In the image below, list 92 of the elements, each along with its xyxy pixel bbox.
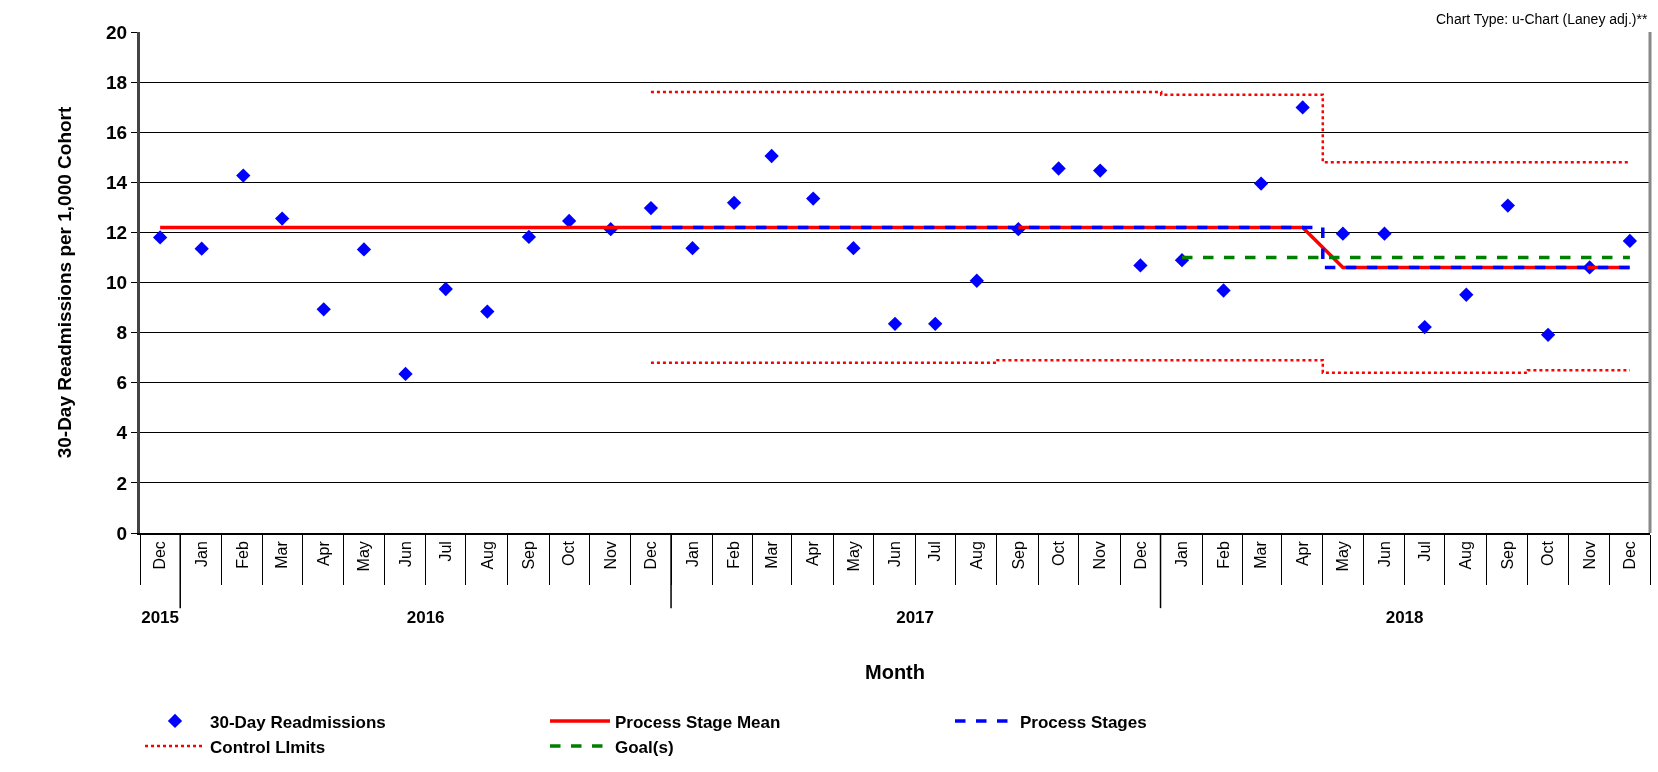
point bbox=[887, 316, 903, 331]
point bbox=[969, 273, 984, 288]
x-tick-label: Nov bbox=[1580, 541, 1598, 570]
x-tick-label: Jun bbox=[1375, 541, 1393, 567]
y-tick-label: 0 bbox=[116, 522, 128, 544]
x-tick-label: Dec bbox=[151, 541, 169, 570]
point bbox=[480, 304, 495, 319]
x-tick-label: Jul bbox=[926, 541, 944, 562]
point bbox=[1295, 100, 1310, 115]
x-tick-label: Apr bbox=[804, 540, 822, 567]
x-tick-label: May bbox=[355, 541, 373, 572]
y-tick-label: 10 bbox=[106, 272, 128, 294]
x-tick-label: May bbox=[844, 541, 862, 572]
x-tick-label: Nov bbox=[601, 541, 619, 570]
x-tick-label: Apr bbox=[1293, 540, 1311, 567]
x-tick-label: Dec bbox=[642, 541, 660, 570]
point bbox=[928, 316, 943, 331]
x-tick-label: Jan bbox=[192, 541, 210, 567]
point bbox=[1051, 161, 1066, 176]
x-tick-label: Jul bbox=[1415, 541, 1433, 562]
x-tick-label: Oct bbox=[560, 540, 578, 567]
x-tick-label: Jul bbox=[436, 541, 454, 562]
x-tick-label: Dec bbox=[1621, 541, 1639, 570]
x-tick-label: Aug bbox=[1457, 541, 1475, 570]
x-tick-label: Sep bbox=[1009, 541, 1027, 570]
point bbox=[521, 229, 537, 245]
text: Chart Type: u-Chart (Laney adj.)** bbox=[1436, 11, 1648, 27]
x-tick-label: Aug bbox=[968, 541, 985, 570]
point bbox=[152, 230, 168, 245]
x-tick-label: Sep bbox=[520, 541, 538, 570]
point bbox=[1093, 163, 1108, 178]
y-tick-label: 14 bbox=[106, 171, 128, 193]
y-tick-label: 6 bbox=[116, 372, 128, 394]
x-tick-label: Mar bbox=[1252, 540, 1270, 569]
x-tick-label: Aug bbox=[478, 541, 496, 570]
point bbox=[275, 211, 290, 226]
x2-tick-label: 2017 bbox=[896, 608, 935, 627]
legend-label: Control LImits bbox=[210, 737, 326, 757]
point bbox=[1377, 226, 1392, 241]
x-tick-label: Jun bbox=[886, 541, 904, 567]
x-tick-label: Apr bbox=[314, 540, 332, 567]
point bbox=[1540, 327, 1556, 342]
y-tick-label: 18 bbox=[106, 71, 128, 93]
y-tick-label: 16 bbox=[106, 121, 128, 143]
x-tick-label: Sep bbox=[1499, 541, 1517, 570]
x-tick-label: Jun bbox=[396, 541, 414, 567]
x-tick-label: Jan bbox=[1173, 541, 1191, 567]
point bbox=[764, 148, 779, 164]
point bbox=[846, 241, 861, 256]
x-axis-title: Month bbox=[865, 661, 925, 684]
x2-tick-label: 2018 bbox=[1385, 608, 1424, 627]
x-tick-label: May bbox=[1334, 541, 1352, 572]
y-tick-label: 20 bbox=[106, 21, 128, 43]
point bbox=[1216, 283, 1231, 298]
point bbox=[438, 281, 453, 297]
y-tick-label: 12 bbox=[106, 222, 128, 244]
x2-tick-label: 2016 bbox=[406, 608, 445, 627]
x-tick-label: Feb bbox=[234, 541, 252, 569]
legend-label: Process Stages bbox=[1020, 712, 1147, 732]
y-tick-label: 4 bbox=[116, 422, 128, 444]
x-tick-label: Mar bbox=[762, 540, 780, 569]
y-tick-label: 8 bbox=[116, 322, 128, 344]
x-tick-label: Jan bbox=[683, 541, 701, 567]
point bbox=[806, 191, 821, 206]
point bbox=[398, 366, 413, 382]
point bbox=[194, 241, 209, 256]
point bbox=[685, 241, 700, 256]
point bbox=[726, 195, 742, 210]
point bbox=[1417, 319, 1432, 335]
x-tick-label: Mar bbox=[273, 540, 291, 569]
point bbox=[643, 200, 659, 216]
y-tick-label: 2 bbox=[116, 472, 128, 494]
point bbox=[236, 168, 251, 183]
point bbox=[1335, 226, 1351, 241]
x-tick-label: Feb bbox=[725, 541, 743, 569]
point bbox=[356, 242, 372, 257]
point bbox=[1459, 287, 1474, 302]
point bbox=[1133, 258, 1148, 273]
x-tick-label: Dec bbox=[1131, 541, 1149, 570]
point bbox=[1622, 233, 1638, 249]
y-axis-title: 30-Day Readmissions per 1,000 Cohort bbox=[53, 106, 75, 459]
point bbox=[1500, 198, 1515, 213]
x-tick-label: Oct bbox=[1049, 540, 1067, 567]
point bbox=[1253, 176, 1269, 191]
x-tick-label: Oct bbox=[1539, 540, 1557, 567]
point bbox=[316, 302, 331, 317]
x-tick-label: Nov bbox=[1091, 541, 1109, 570]
legend-label: Goal(s) bbox=[615, 737, 674, 757]
x-tick-label: Feb bbox=[1214, 541, 1232, 569]
legend-label: 30-Day Readmissions bbox=[210, 712, 386, 732]
x2-tick-label: 2015 bbox=[141, 608, 180, 627]
legend-label: Process Stage Mean bbox=[615, 712, 781, 732]
